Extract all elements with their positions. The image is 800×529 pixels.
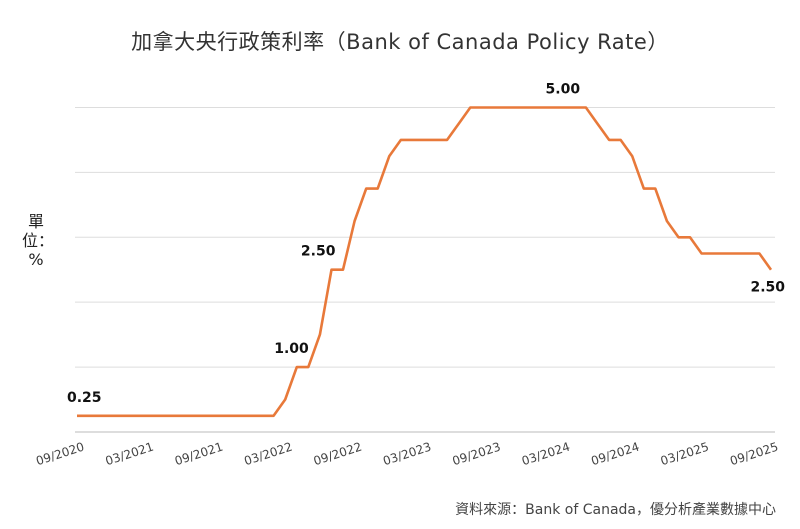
x-axis-ticks: 09/2020 03/2021 09/2021 03/2022 09/2022 03/20… — [34, 440, 780, 469]
data-label: 0.25 — [67, 390, 102, 406]
x-tick-label: 09/2025 — [728, 440, 780, 469]
policy-rate-line — [77, 106, 773, 418]
data-label: 2.50 — [750, 280, 785, 296]
data-label: 1.00 — [274, 341, 309, 357]
gridlines — [75, 106, 775, 433]
x-tick-label: 03/2022 — [242, 440, 294, 469]
series-group — [77, 106, 773, 418]
x-tick-label: 09/2023 — [451, 440, 503, 469]
data-label: 5.00 — [546, 81, 581, 97]
x-tick-label: 09/2024 — [589, 440, 641, 469]
x-tick-label: 09/2020 — [34, 440, 86, 469]
x-tick-label: 03/2023 — [381, 440, 433, 469]
x-tick-label: 09/2021 — [173, 440, 225, 469]
source-note: 資料來源：Bank of Canada，優分析產業數據中心 — [455, 502, 776, 518]
data-label: 2.50 — [301, 244, 336, 260]
y-axis-unit-label: 單位：% — [22, 212, 55, 269]
x-tick-label: 03/2024 — [520, 440, 572, 469]
x-tick-label: 03/2021 — [104, 440, 156, 469]
data-labels: 0.25 1.00 2.50 5.00 2.50 — [67, 81, 785, 405]
x-tick-label: 03/2025 — [659, 440, 711, 469]
chart-title: 加拿大央行政策利率（Bank of Canada Policy Rate） — [131, 30, 669, 54]
x-tick-label: 09/2022 — [312, 440, 364, 469]
